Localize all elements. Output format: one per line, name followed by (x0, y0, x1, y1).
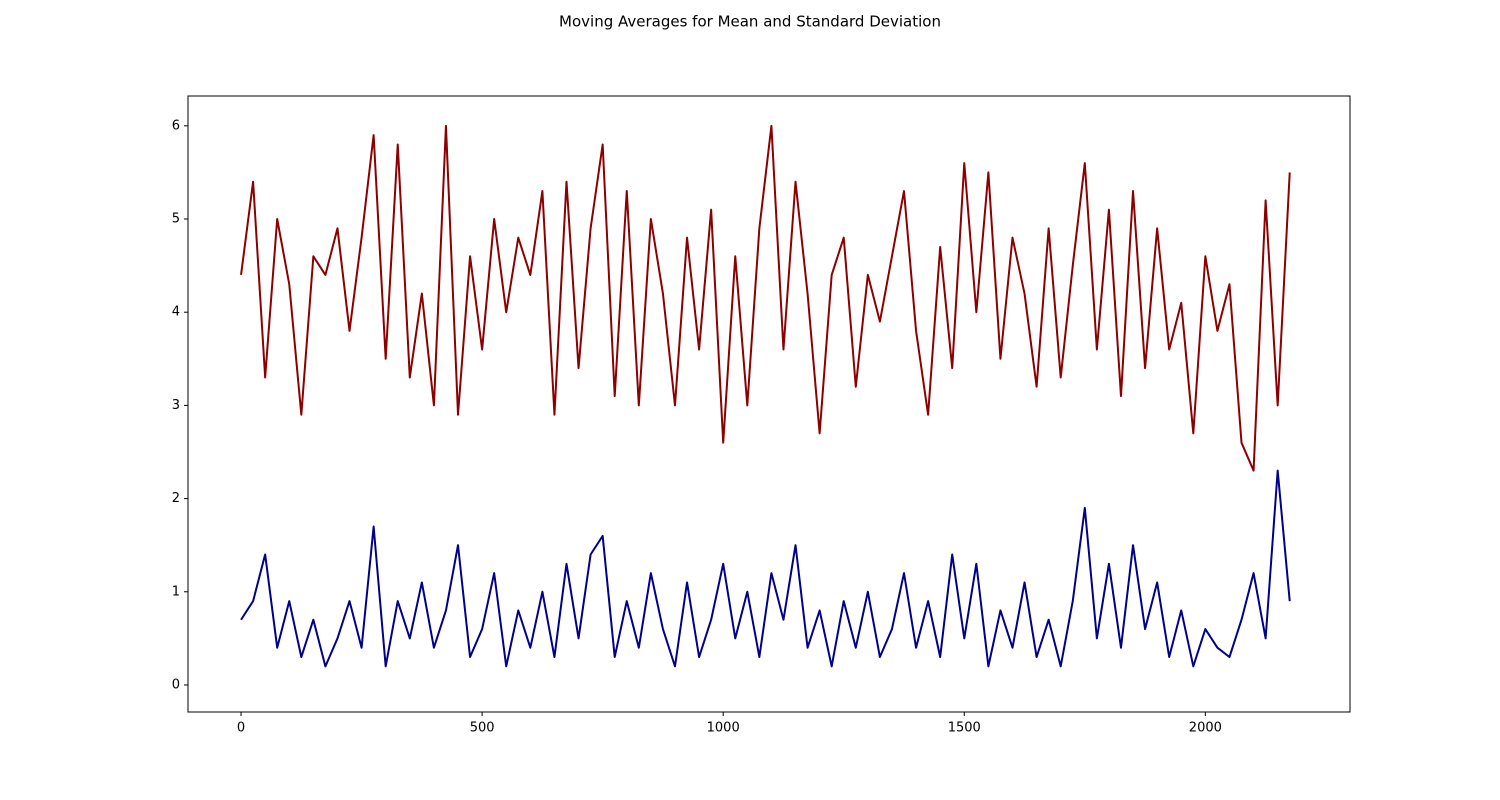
x-tick-label: 0 (237, 721, 245, 736)
y-tick-label: 0 (172, 677, 180, 692)
y-tick-label: 4 (172, 305, 180, 320)
data-line (240, 469, 1291, 668)
x-tick-label: 500 (470, 721, 495, 736)
chart-title: Moving Averages for Mean and Standard De… (559, 13, 941, 31)
y-tick-label: 1 (172, 584, 180, 599)
plot-frame (187, 95, 1351, 713)
x-tick-label: 1000 (707, 721, 740, 736)
data-line (240, 124, 1291, 472)
x-tick-label: 1500 (948, 721, 981, 736)
y-tick-label: 6 (172, 118, 180, 133)
y-tick-label: 2 (172, 491, 180, 506)
x-tick-label: 2000 (1189, 721, 1222, 736)
y-tick-label: 3 (172, 398, 180, 413)
y-tick-label: 5 (172, 212, 180, 227)
